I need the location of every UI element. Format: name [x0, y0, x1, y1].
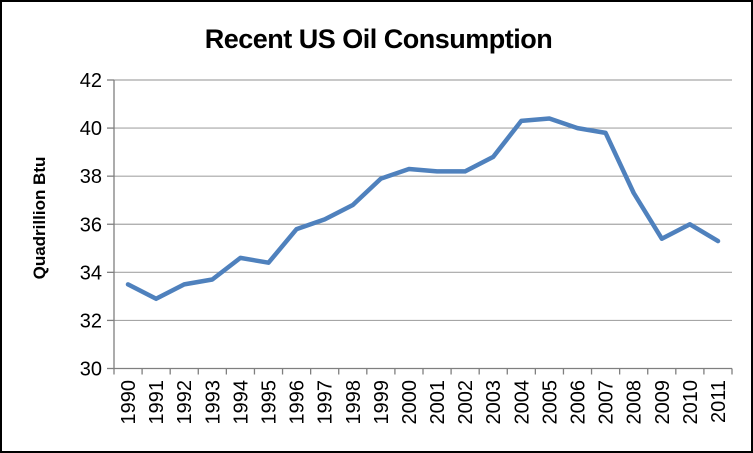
- x-tick-label-2000: 2000: [399, 380, 421, 425]
- x-tick-label-1998: 1998: [343, 380, 365, 425]
- x-tick-label-1997: 1997: [315, 380, 337, 425]
- x-tick-label-2002: 2002: [455, 380, 477, 425]
- x-tick-label-1992: 1992: [174, 380, 196, 425]
- y-axis-title: Quadrillion Btu: [30, 157, 49, 280]
- x-tick-label-2009: 2009: [652, 380, 674, 425]
- x-tick-label-1996: 1996: [287, 380, 309, 425]
- x-tick-label-2005: 2005: [539, 380, 561, 425]
- x-tick-label-1991: 1991: [146, 380, 168, 425]
- y-tick-label-40: 40: [80, 118, 102, 140]
- x-tick-label-2007: 2007: [596, 380, 618, 425]
- gridlines: [114, 79, 732, 322]
- y-tick-label-34: 34: [80, 262, 102, 284]
- x-tick-label-2004: 2004: [511, 380, 533, 425]
- x-tick-label-2003: 2003: [483, 380, 505, 425]
- y-tick-label-30: 30: [80, 359, 102, 381]
- y-tick-label-36: 36: [80, 214, 102, 236]
- x-tick-label-1999: 1999: [371, 380, 393, 425]
- y-tick-label-38: 38: [80, 166, 102, 188]
- x-tick-label-2006: 2006: [568, 380, 590, 425]
- x-tick-labels: 1990 1991 1992 1993 1994 1995 1996 1997 1998 1999…: [118, 380, 730, 425]
- x-tick-label-1993: 1993: [202, 380, 224, 425]
- x-tick-label-1990: 1990: [118, 380, 140, 425]
- x-tick-label-2008: 2008: [624, 380, 646, 425]
- y-tick-labels: 30 32 34 36 38 40 42: [80, 70, 102, 381]
- data-line-us-oil-consumption: [125, 116, 721, 302]
- chart-title: Recent US Oil Consumption: [204, 24, 553, 54]
- axes: [107, 79, 733, 375]
- x-tick-label-2001: 2001: [427, 380, 449, 425]
- y-tick-label-42: 42: [80, 70, 102, 92]
- x-tick-label-2010: 2010: [680, 380, 702, 425]
- x-tick-label-2011: 2011: [708, 380, 730, 423]
- x-tick-label-1995: 1995: [259, 380, 281, 425]
- y-tick-label-32: 32: [80, 310, 102, 332]
- x-tick-label-1994: 1994: [230, 380, 252, 425]
